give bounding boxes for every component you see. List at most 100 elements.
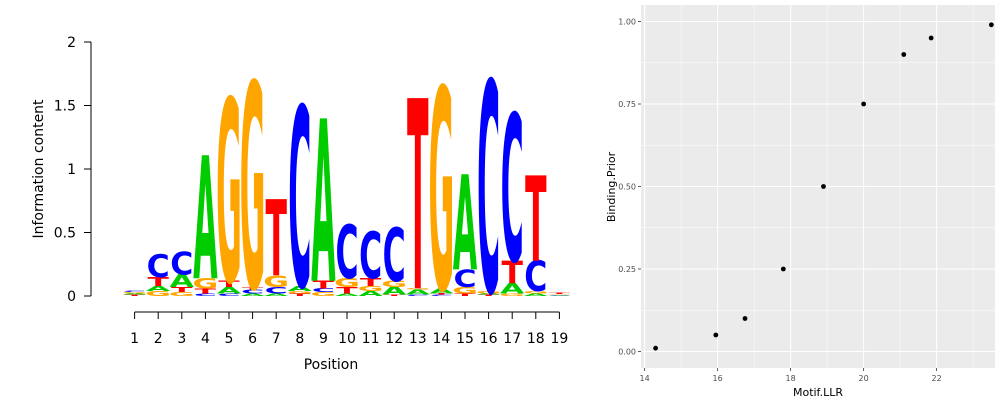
logo-letter: T	[289, 293, 311, 297]
scatter-y-tick-label: 1.00	[618, 18, 636, 27]
logo-letter: A	[122, 293, 147, 295]
scatter-x-axis-label: Motif.LLR	[793, 386, 843, 399]
logo-letter: T	[147, 275, 169, 289]
logo-letter: T	[360, 276, 381, 288]
logo-letter: G	[263, 273, 289, 291]
scatter-gridlines	[641, 5, 995, 368]
logo-letter: T	[195, 287, 217, 295]
logo-letter: G	[452, 286, 478, 296]
scatter-y-tick-label: 0.75	[618, 100, 636, 109]
scatter-point	[821, 184, 826, 189]
scatter-point	[742, 316, 748, 321]
logo-x-tick-label: 11	[362, 331, 380, 347]
logo-y-tick-label: 1.5	[54, 99, 76, 115]
scatter-x-tick-label: 20	[859, 374, 869, 383]
logo-letter: G	[169, 291, 195, 297]
logo-letter: A	[358, 290, 383, 298]
logo-letter: G	[476, 290, 502, 294]
logo-x-tick-label: 19	[550, 331, 568, 347]
logo-letter: C	[194, 293, 217, 297]
scatter-y-tick-label: 0.50	[618, 183, 636, 192]
logo-letter: C	[288, 57, 311, 345]
logo-letter: A	[476, 293, 501, 295]
logo-letter: T	[313, 279, 334, 291]
logo-letter: C	[335, 212, 358, 296]
logo-letter: C	[383, 215, 406, 299]
logo-letter: A	[146, 285, 171, 293]
logo-letter: C	[123, 291, 146, 293]
logo-letter: C	[477, 24, 500, 360]
logo-x-tick-label: 16	[480, 331, 498, 347]
logo-letter: A	[500, 280, 525, 297]
scatter-x-tick-label: 14	[640, 374, 650, 383]
logo-letter: C	[312, 288, 335, 294]
logo-y-axis-label: Information content	[31, 99, 47, 239]
logo-letter: A	[311, 74, 335, 334]
logo-letter: C	[359, 218, 382, 293]
scatter-point	[901, 52, 907, 57]
logo-letter: T	[431, 293, 454, 295]
logo-letter: C	[524, 253, 547, 302]
logo-letter: A	[170, 271, 195, 292]
logo-y-tick-label: 1	[67, 162, 76, 178]
logo-letter: C	[548, 295, 571, 296]
logo-letter: G	[547, 294, 573, 295]
logo-letter: G	[216, 49, 242, 341]
logo-y-tick-label: 2	[67, 35, 76, 51]
logo-x-tick-label: 7	[272, 331, 281, 347]
logo-axes: 00.511.521 2 3 4 5 6 7 8 9 10 11 12 13 14 15 16 17 18 19	[54, 35, 569, 347]
logo-letter: T	[124, 294, 147, 296]
logo-x-tick-label: 1	[130, 331, 139, 347]
logo-letter: T	[454, 293, 476, 297]
logo-letter: A	[193, 121, 217, 318]
scatter-point	[653, 345, 658, 351]
scatter-y-axis-label: Binding.Prior	[605, 151, 618, 222]
logo-letter: G	[240, 27, 266, 354]
logo-letter: G	[192, 275, 218, 292]
logo-letter: G	[122, 292, 148, 294]
logo-letter: T	[218, 280, 240, 290]
scatter-point	[928, 35, 934, 41]
logo-letter: G	[287, 290, 313, 294]
logo-letter: G	[523, 290, 549, 294]
logo-letter: G	[381, 280, 407, 290]
scatter-x-tick-label: 16	[713, 374, 723, 383]
logo-x-tick-label: 2	[154, 331, 163, 347]
logo-letter: T	[549, 293, 572, 295]
logo-letter: A	[288, 285, 313, 293]
logo-x-tick-label: 10	[338, 331, 356, 347]
logo-letter: A	[429, 287, 454, 295]
logo-letter: T	[171, 286, 193, 294]
logo-x-tick-label: 4	[201, 331, 210, 347]
logo-letter: T	[525, 154, 546, 289]
logo-letter: G	[405, 288, 431, 290]
scatter-points	[653, 22, 994, 351]
logo-letter: A	[524, 293, 549, 297]
logo-letter: C	[501, 75, 524, 310]
logo-letter: C	[241, 289, 264, 295]
logo-letter: A	[382, 285, 406, 297]
logo-letter: C	[217, 293, 240, 297]
logo-letter: T	[242, 287, 264, 291]
scatter-point	[861, 101, 867, 107]
logo-letter: G	[429, 33, 455, 355]
logo-letter: T	[501, 255, 523, 291]
logo-letter: A	[335, 293, 360, 297]
logo-x-tick-label: 6	[248, 331, 257, 347]
